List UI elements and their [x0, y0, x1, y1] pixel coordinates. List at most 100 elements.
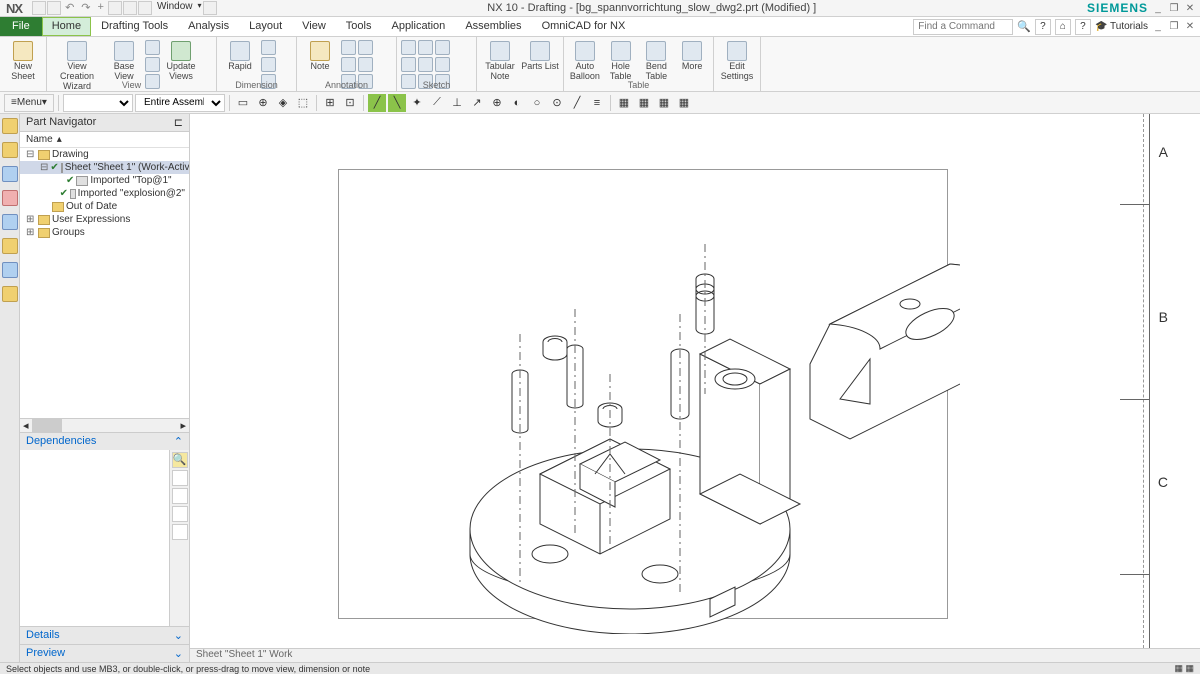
tab-tools[interactable]: Tools: [336, 17, 382, 36]
pin-icon[interactable]: ⊏: [174, 116, 183, 129]
snap-icon[interactable]: ╱: [368, 94, 386, 112]
snap-icon[interactable]: ✦: [408, 94, 426, 112]
navigator-hscroll[interactable]: ◂▸: [20, 418, 189, 432]
snap-icon[interactable]: ◐: [508, 94, 526, 112]
nav-tab-icon[interactable]: [2, 238, 18, 254]
tree-item[interactable]: ⊞ User Expressions: [20, 213, 189, 226]
nav-tab-icon[interactable]: [2, 118, 18, 134]
tree-item[interactable]: Out of Date: [20, 200, 189, 213]
navigator-column-header[interactable]: Name ▴: [20, 132, 189, 148]
toolbar-icon[interactable]: ⊕: [254, 94, 272, 112]
qat-btn[interactable]: [47, 1, 61, 15]
tab-application[interactable]: Application: [381, 17, 455, 36]
qat-btn[interactable]: [123, 1, 137, 15]
tab-omnicad[interactable]: OmniCAD for NX: [532, 17, 636, 36]
toolbar-icon[interactable]: ◈: [274, 94, 292, 112]
new-sheet-button[interactable]: New Sheet: [4, 39, 42, 89]
dependencies-section[interactable]: Dependencies⌃: [20, 432, 189, 450]
nav-tab-icon[interactable]: [2, 166, 18, 182]
tabular-note-button[interactable]: Tabular Note: [481, 39, 519, 89]
close-icon[interactable]: ✕: [1184, 2, 1196, 14]
expand-icon[interactable]: ⌄: [174, 647, 183, 660]
minimize-icon[interactable]: _: [1152, 2, 1164, 14]
doc-restore-icon[interactable]: ❐: [1168, 21, 1180, 33]
qat-save-icon[interactable]: [32, 1, 46, 15]
nav-tab-icon[interactable]: [2, 190, 18, 206]
parts-list-button[interactable]: Parts List: [521, 39, 559, 89]
toolbar-icon[interactable]: ⬚: [294, 94, 312, 112]
toolbar-icon[interactable]: ▦: [655, 94, 673, 112]
ribbon-small-icon[interactable]: [401, 57, 416, 72]
redo-icon[interactable]: ↷: [78, 1, 93, 15]
nav-tab-icon[interactable]: [2, 214, 18, 230]
collapse-icon[interactable]: ⌃: [174, 435, 183, 448]
nav-tab-icon[interactable]: [2, 142, 18, 158]
tab-drafting-tools[interactable]: Drafting Tools: [91, 17, 178, 36]
toolbar-icon[interactable]: ▦: [615, 94, 633, 112]
tab-analysis[interactable]: Analysis: [178, 17, 239, 36]
doc-minimize-icon[interactable]: _: [1152, 21, 1164, 33]
filter-dropdown[interactable]: [63, 94, 133, 112]
edit-settings-button[interactable]: Edit Settings: [718, 39, 756, 89]
view-tool-icon[interactable]: [172, 524, 188, 540]
toolbar-icon[interactable]: ▦: [635, 94, 653, 112]
ribbon-small-icon[interactable]: [145, 40, 160, 55]
tab-layout[interactable]: Layout: [239, 17, 292, 36]
ribbon-small-icon[interactable]: [401, 40, 416, 55]
tree-item[interactable]: ⊞ Groups: [20, 226, 189, 239]
ribbon-small-icon[interactable]: [261, 40, 276, 55]
menu-button[interactable]: ≡ Menu ▾: [4, 94, 54, 112]
toolbar-icon[interactable]: ⊞: [321, 94, 339, 112]
tree-item[interactable]: ✔ Imported "Top@1": [20, 174, 189, 187]
view-tool-icon[interactable]: [172, 506, 188, 522]
navigator-tree[interactable]: ⊟ Drawing⊟✔ Sheet "Sheet 1" (Work-Active…: [20, 148, 189, 418]
tab-assemblies[interactable]: Assemblies: [455, 17, 531, 36]
details-section[interactable]: Details⌄: [20, 626, 189, 644]
ribbon-small-icon[interactable]: [418, 57, 433, 72]
ribbon-small-icon[interactable]: [145, 57, 160, 72]
snap-icon[interactable]: ⊕: [488, 94, 506, 112]
help-icon[interactable]: ?: [1035, 19, 1051, 35]
toolbar-icon[interactable]: ▭: [234, 94, 252, 112]
snap-icon[interactable]: ○: [528, 94, 546, 112]
zoom-tool-icon[interactable]: 🔍: [172, 452, 188, 468]
qat-btn[interactable]: [203, 1, 217, 15]
qat-plus-icon[interactable]: +: [95, 1, 107, 15]
sheet-tab[interactable]: Sheet "Sheet 1" Work: [190, 648, 1200, 662]
help-icon[interactable]: ⌂: [1055, 19, 1071, 35]
file-menu[interactable]: File: [0, 17, 42, 36]
ribbon-small-icon[interactable]: [261, 57, 276, 72]
qat-copy-icon[interactable]: [138, 1, 152, 15]
doc-close-icon[interactable]: ✕: [1184, 21, 1196, 33]
tab-home[interactable]: Home: [42, 17, 91, 36]
preview-section[interactable]: Preview⌄: [20, 644, 189, 662]
nav-tab-icon[interactable]: [2, 262, 18, 278]
tutorials-link[interactable]: 🎓 Tutorials: [1095, 21, 1148, 32]
restore-icon[interactable]: ❐: [1168, 2, 1180, 14]
ribbon-small-icon[interactable]: [418, 40, 433, 55]
snap-icon[interactable]: ╲: [388, 94, 406, 112]
view-tool-icon[interactable]: [172, 488, 188, 504]
ribbon-small-icon[interactable]: [341, 57, 356, 72]
ribbon-small-icon[interactable]: [435, 40, 450, 55]
search-icon[interactable]: 🔍: [1017, 20, 1031, 33]
nav-tab-icon[interactable]: [2, 286, 18, 302]
ribbon-small-icon[interactable]: [435, 57, 450, 72]
expand-icon[interactable]: ⌄: [174, 629, 183, 642]
tree-item[interactable]: ✔ Imported "explosion@2": [20, 187, 189, 200]
help-icon[interactable]: ?: [1075, 19, 1091, 35]
toolbar-icon[interactable]: ⊡: [341, 94, 359, 112]
find-command-input[interactable]: [913, 19, 1013, 35]
snap-icon[interactable]: ╱: [568, 94, 586, 112]
snap-icon[interactable]: ↗: [468, 94, 486, 112]
tree-item[interactable]: ⊟✔ Sheet "Sheet 1" (Work-Active): [20, 161, 189, 174]
snap-icon[interactable]: ⊙: [548, 94, 566, 112]
tree-item[interactable]: ⊟ Drawing: [20, 148, 189, 161]
assembly-filter-dropdown[interactable]: Entire Assembly: [135, 94, 225, 112]
ribbon-small-icon[interactable]: [358, 57, 373, 72]
tab-view[interactable]: View: [292, 17, 336, 36]
ribbon-small-icon[interactable]: [341, 40, 356, 55]
ribbon-small-icon[interactable]: [358, 40, 373, 55]
qat-btn[interactable]: [108, 1, 122, 15]
drawing-canvas[interactable]: A B C Sheet "Sheet 1" Work: [190, 114, 1200, 662]
